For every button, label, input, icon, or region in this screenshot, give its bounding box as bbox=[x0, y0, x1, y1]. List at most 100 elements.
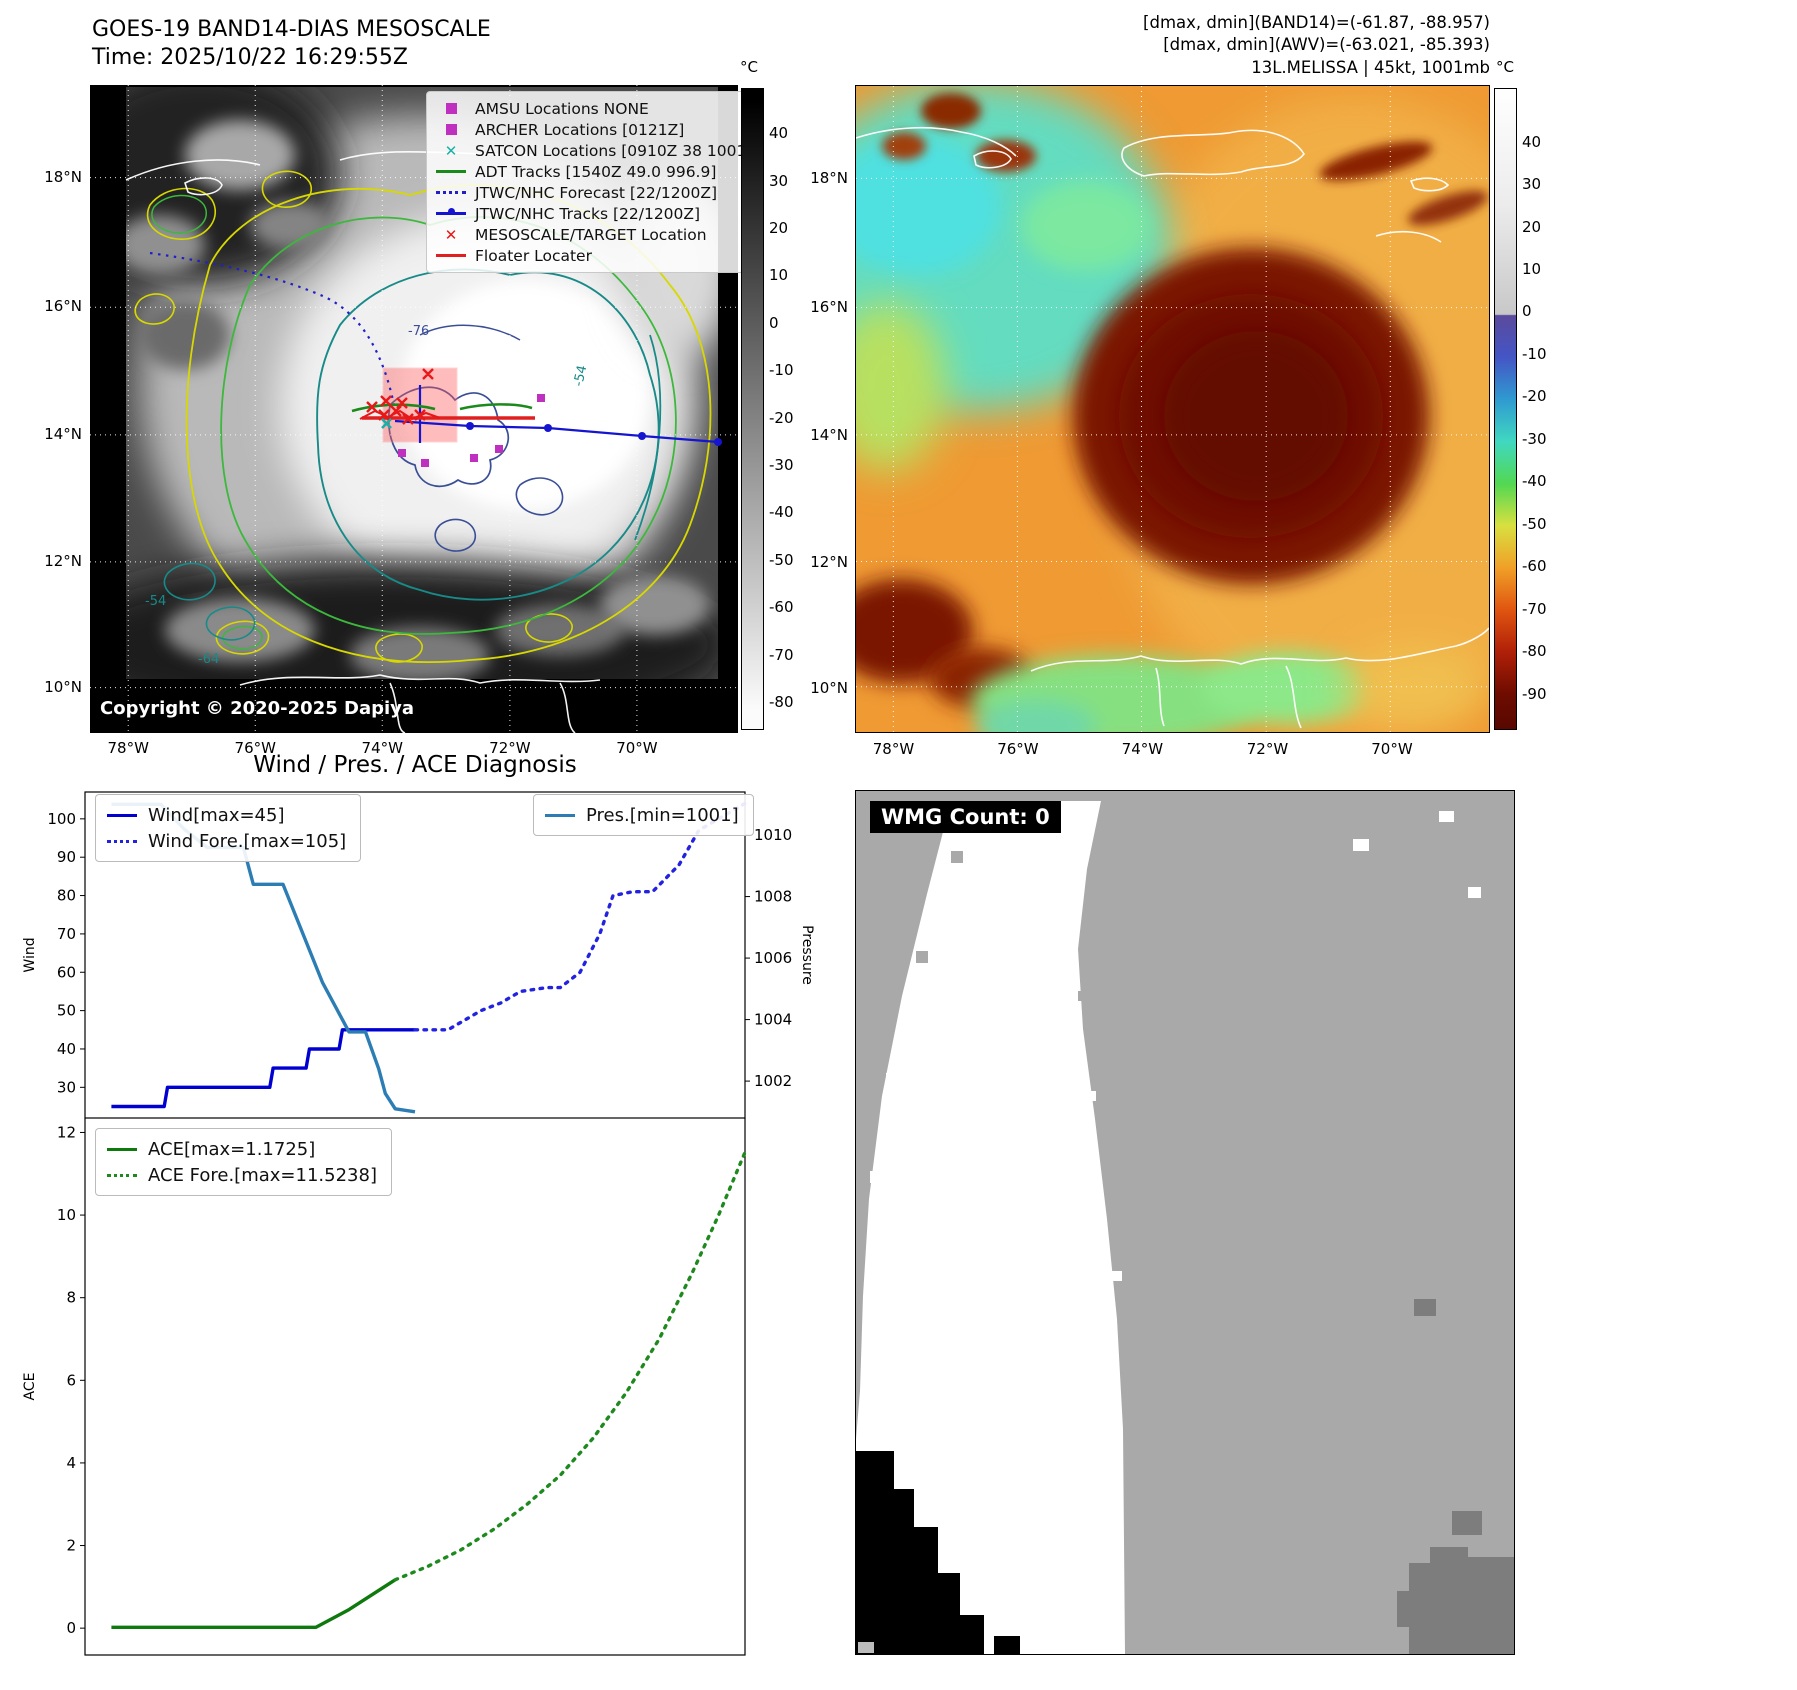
storm-tracks-and-markers bbox=[149, 251, 722, 467]
band14-map: -76 -54 -64 -54 AMSU Locations NONE ARCHE… bbox=[44, 85, 764, 757]
awv-map: 18°N 16°N 14°N 12°N 10°N 78°W 76°W 74°W 72°W 70°W bbox=[810, 85, 1490, 758]
svg-text:-54: -54 bbox=[571, 364, 590, 388]
colorbar-tick-label: 10 bbox=[1522, 259, 1542, 278]
svg-text:1004: 1004 bbox=[754, 1011, 792, 1029]
svg-text:60: 60 bbox=[57, 963, 76, 981]
legend-label: ACE[max=1.1725] bbox=[148, 1138, 316, 1160]
line-marker-icon bbox=[435, 170, 467, 173]
dotted-marker-icon bbox=[106, 839, 138, 843]
svg-text:70: 70 bbox=[57, 925, 76, 943]
colorbar-tick-label: -10 bbox=[1522, 344, 1547, 363]
lat-tick-label: 10°N bbox=[810, 678, 848, 697]
square-marker-icon bbox=[435, 103, 467, 114]
legend-label: JTWC/NHC Tracks [22/1200Z] bbox=[475, 204, 701, 223]
line-marker-icon bbox=[544, 813, 576, 817]
legend-row: Wind Fore.[max=105] bbox=[106, 828, 346, 854]
coastlines bbox=[856, 126, 1489, 729]
copyright-text: Copyright © 2020-2025 Dapiya bbox=[100, 698, 415, 719]
wmg-count-label: WMG Count: 0 bbox=[870, 801, 1061, 833]
mesoscale-x-markers bbox=[366, 368, 434, 425]
svg-text:Wind: Wind bbox=[22, 937, 38, 972]
svg-text:10: 10 bbox=[57, 1206, 76, 1224]
colorbar-tick-label: -80 bbox=[1522, 642, 1547, 661]
line-dot-marker-icon bbox=[435, 207, 467, 215]
awv-header: [dmax, dmin](BAND14)=(-61.87, -88.957) [… bbox=[1143, 12, 1490, 79]
square-marker-icon bbox=[435, 124, 467, 135]
lat-tick-label: 12°N bbox=[44, 551, 82, 570]
lon-tick-label: 72°W bbox=[1246, 740, 1289, 758]
colorbar-tick-label: -90 bbox=[1522, 684, 1547, 703]
x-marker-icon: ✕ bbox=[444, 225, 458, 244]
lon-tick-label: 70°W bbox=[616, 739, 658, 757]
svg-text:90: 90 bbox=[57, 848, 76, 866]
lat-tick-label: 12°N bbox=[810, 552, 848, 571]
legend-label: JTWC/NHC Forecast [22/1200Z] bbox=[475, 183, 718, 202]
colorbar-tick-label: -40 bbox=[769, 503, 794, 522]
lat-tick-label: 16°N bbox=[44, 297, 82, 316]
svg-text:Pressure: Pressure bbox=[799, 925, 815, 985]
wmg-corner-speck bbox=[858, 1642, 874, 1653]
colorbar-tick-label: 30 bbox=[1522, 175, 1542, 194]
colorbar-tick-label: -30 bbox=[769, 456, 794, 475]
lon-tick-label: 74°W bbox=[1121, 740, 1164, 758]
legend-row: ARCHER Locations [0121Z] bbox=[435, 119, 752, 140]
colorbar-tick-label: -60 bbox=[769, 598, 794, 617]
colorbar-tick-label: 30 bbox=[769, 171, 789, 190]
storm-id-intensity: 13L.MELISSA | 45kt, 1001mb bbox=[1251, 57, 1490, 77]
colorbar-tick-label: -30 bbox=[1522, 429, 1547, 448]
colorbar-tick-label: 0 bbox=[769, 313, 779, 332]
lat-tick-label: 14°N bbox=[810, 425, 848, 444]
colorbar-tick-label: -50 bbox=[1522, 514, 1547, 533]
svg-text:1010: 1010 bbox=[754, 826, 792, 844]
adt-track-line bbox=[351, 403, 533, 413]
legend-label: ADT Tracks [1540Z 49.0 996.9] bbox=[475, 162, 717, 181]
band14-title-block: GOES-19 BAND14-DIAS MESOSCALE Time: 2025… bbox=[92, 16, 491, 71]
lon-tick-label: 70°W bbox=[1371, 740, 1413, 758]
band14-colorbar-unit: °C bbox=[740, 58, 758, 76]
svg-text:40: 40 bbox=[57, 1040, 76, 1058]
band14-time: Time: 2025/10/22 16:29:55Z bbox=[92, 44, 408, 70]
wmg-white-region bbox=[856, 801, 1125, 1654]
lon-tick-label: 78°W bbox=[107, 739, 149, 757]
svg-text:4: 4 bbox=[66, 1454, 76, 1472]
legend-label: ARCHER Locations [0121Z] bbox=[475, 120, 685, 139]
legend-row: JTWC/NHC Tracks [22/1200Z] bbox=[435, 203, 752, 224]
colorbar-tick-label: -80 bbox=[769, 693, 794, 712]
band14-legend: AMSU Locations NONE ARCHER Locations [012… bbox=[426, 91, 764, 273]
latlon-grid bbox=[856, 86, 1489, 732]
colorbar-tick-label: 20 bbox=[1522, 217, 1542, 236]
svg-text:2: 2 bbox=[66, 1537, 76, 1555]
colorbar-tick-label: -10 bbox=[769, 361, 794, 380]
legend-label: Wind Fore.[max=105] bbox=[148, 830, 347, 852]
colorbar-tick-label: -40 bbox=[1522, 472, 1547, 491]
svg-text:100: 100 bbox=[47, 810, 76, 828]
diagnosis-title: Wind / Pres. / ACE Diagnosis bbox=[253, 752, 577, 778]
legend-row: Pres.[min=1001] bbox=[544, 802, 739, 828]
svg-text:0: 0 bbox=[66, 1619, 76, 1637]
wind-legend: Wind[max=45] Wind Fore.[max=105] bbox=[95, 794, 362, 862]
coastlines bbox=[125, 150, 601, 733]
svg-text:80: 80 bbox=[57, 887, 76, 905]
svg-text:-76: -76 bbox=[408, 324, 429, 339]
band14-title: GOES-19 BAND14-DIAS MESOSCALE bbox=[92, 17, 491, 42]
svg-text:12: 12 bbox=[57, 1123, 76, 1141]
awv-satellite-image bbox=[856, 86, 1489, 732]
svg-text:8: 8 bbox=[66, 1289, 76, 1307]
wmg-image bbox=[856, 791, 1514, 1654]
wmg-black-patch bbox=[994, 1636, 1020, 1654]
lon-tick-label: 76°W bbox=[997, 740, 1039, 758]
line-marker-icon bbox=[435, 254, 467, 257]
jtwc-track-points bbox=[466, 422, 722, 446]
lat-tick-label: 10°N bbox=[44, 677, 82, 696]
dotted-marker-icon bbox=[435, 191, 467, 194]
colorbar-tick-label: -70 bbox=[1522, 599, 1547, 618]
colorbar-tick-label: 10 bbox=[769, 266, 789, 285]
awv-dmax-awv: [dmax, dmin](AWV)=(-63.021, -85.393) bbox=[1163, 35, 1490, 55]
legend-label: AMSU Locations NONE bbox=[475, 99, 649, 118]
svg-text:ACE: ACE bbox=[22, 1373, 38, 1401]
band14-colorbar bbox=[741, 88, 764, 730]
colorbar-tick-label: -60 bbox=[1522, 557, 1547, 576]
awv-dmax-band14: [dmax, dmin](BAND14)=(-61.87, -88.957) bbox=[1143, 13, 1490, 32]
svg-text:50: 50 bbox=[57, 1002, 76, 1020]
